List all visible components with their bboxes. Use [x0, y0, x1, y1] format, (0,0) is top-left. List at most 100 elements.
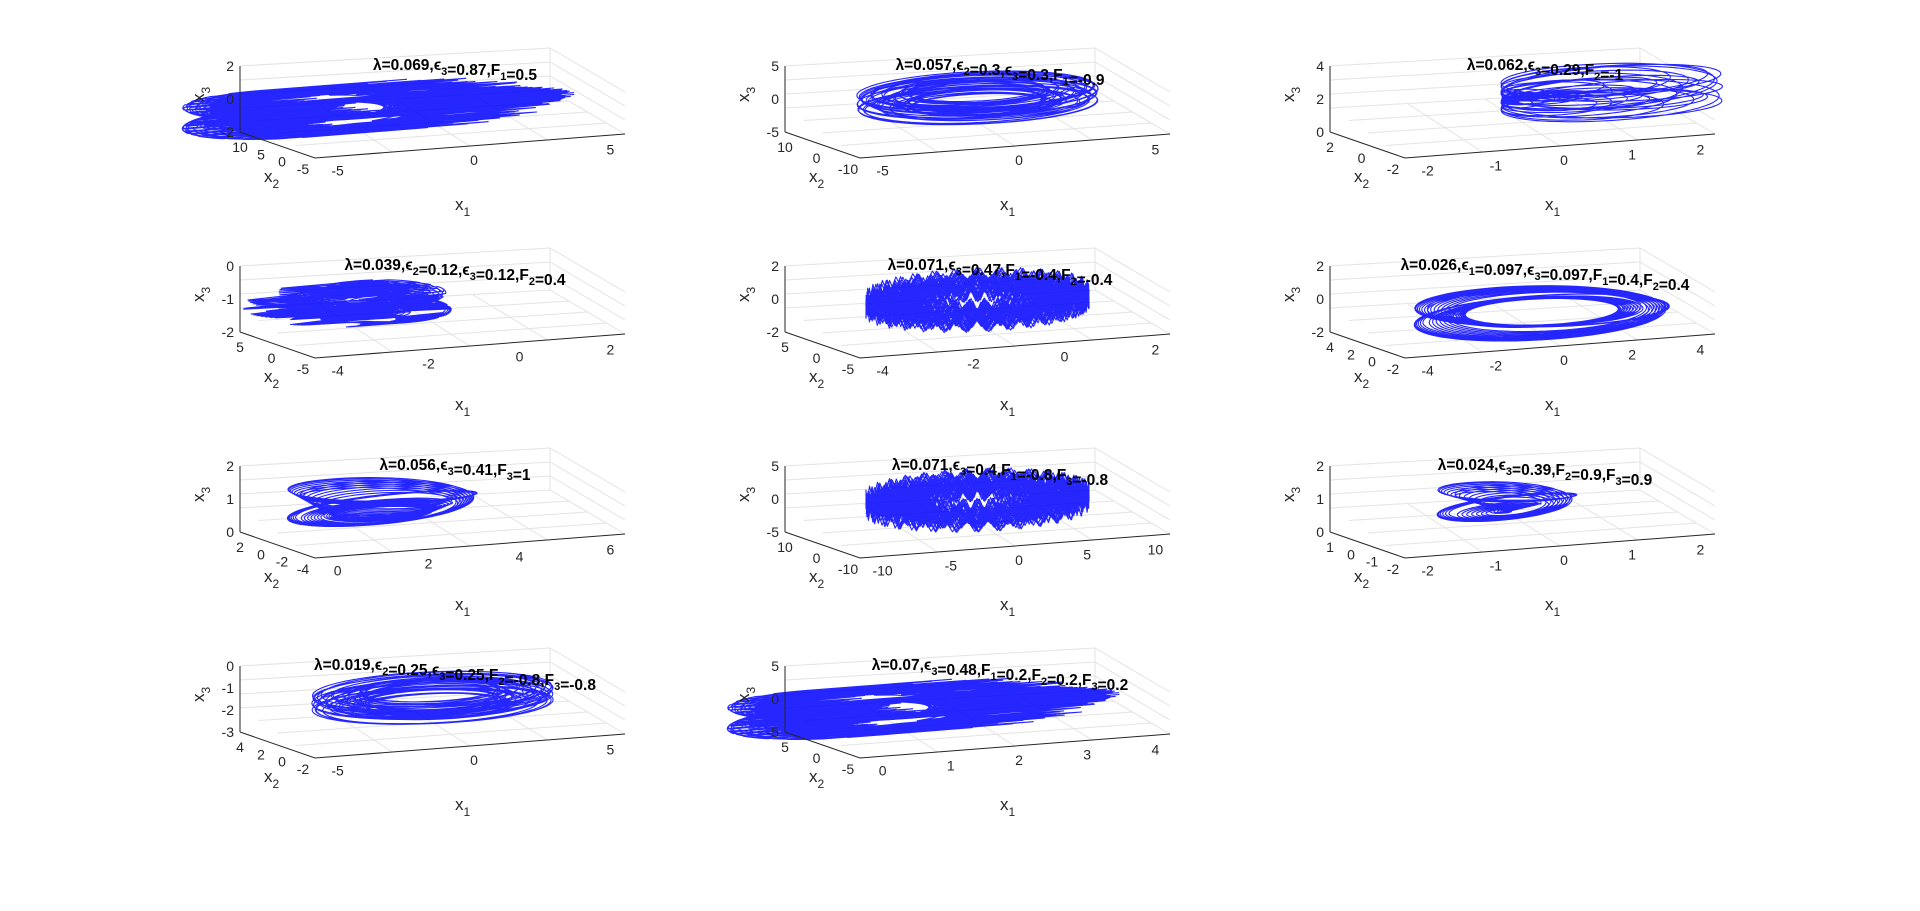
x1-axis-label: x1 [1000, 195, 1016, 219]
wall-grid-line [1329, 461, 1716, 507]
x2-tick-label: -5 [842, 361, 855, 377]
subplot-title: λ=0.024,ϵ3=0.39,F2=0.9,F3=0.9 [1438, 457, 1653, 489]
x1-axis-label: x1 [1545, 395, 1561, 419]
floor-grid-line [472, 294, 548, 341]
front-axes [784, 731, 1171, 759]
x2-axis-label: x2 [1354, 367, 1370, 391]
trajectory-series [286, 477, 478, 528]
front-axes [784, 531, 1171, 559]
x2-axis-label: x2 [264, 167, 280, 191]
subplot-title: λ=0.07,ϵ3=0.48,F1=0.2,F2=0.2,F3=0.2 [872, 657, 1128, 694]
x1-tick-label: 0 [516, 348, 524, 364]
x2-tick-label: 0 [278, 754, 286, 770]
wall-grid-line [784, 261, 1171, 307]
x1-tick-label: 0 [879, 763, 887, 779]
x1-tick-label: -2 [422, 356, 435, 372]
x2-tick-label: -4 [297, 561, 310, 577]
x3-tick-label: 2 [1316, 91, 1324, 107]
wall-grid-line [1329, 475, 1716, 521]
x3-tick-label: 2 [226, 58, 234, 74]
x3-tick-label: 5 [771, 458, 779, 474]
floor-grid-line [1562, 294, 1638, 341]
x1-tick-label: 1 [1628, 147, 1636, 163]
x2-tick-label: -2 [1387, 161, 1400, 177]
subplot-title: λ=0.039,ϵ2=0.12,ϵ3=0.12,F2=0.4 [344, 257, 565, 289]
wall-grid-line [239, 261, 626, 307]
x2-axis-label: x2 [264, 367, 280, 391]
wall-grid-line [1329, 261, 1716, 307]
subplot-title: λ=0.026,ϵ1=0.097,ϵ3=0.097,F1=0.4,F2=0.4 [1401, 257, 1690, 294]
trajectory-series [181, 77, 575, 141]
x1-axis-label: x1 [455, 595, 471, 619]
x1-tick-label: 2 [1152, 341, 1160, 357]
subplot-11: 5 0 -5 0 1 2 3 4 5 0 -5 x2 x1 x3 λ=0.07,ϵ3=0.48,F1=0.2… [726, 647, 1171, 819]
trajectory-series [865, 266, 1090, 334]
x2-axis-label: x2 [1354, 167, 1370, 191]
x1-axis-label: x1 [1545, 195, 1561, 219]
x2-tick-label: -5 [297, 161, 310, 177]
front-axes [239, 131, 626, 159]
x1-tick-label: 1 [947, 757, 955, 773]
x3-axis-label: x3 [1279, 87, 1303, 103]
wall-grid-line [784, 461, 1171, 507]
x3-tick-label: 2 [1316, 258, 1324, 274]
front-axes [1329, 131, 1716, 159]
x1-axis-label: x1 [1545, 595, 1561, 619]
x3-tick-label: -5 [767, 724, 780, 740]
x3-tick-label: 2 [771, 258, 779, 274]
front-axes [784, 331, 1171, 359]
x1-tick-label: 0 [470, 152, 478, 168]
x1-tick-label: 2 [1015, 752, 1023, 768]
wall-grid-line [784, 61, 1171, 107]
subplot-title: λ=0.019,ϵ2=0.25,ϵ3=0.25,F2=-0.8,F3=-0.8 [314, 657, 596, 694]
x1-tick-label: 0 [470, 752, 478, 768]
x1-tick-label: -10 [872, 563, 892, 579]
x1-tick-label: 5 [1083, 547, 1091, 563]
x2-tick-label: 5 [781, 739, 789, 755]
x3-tick-label: 0 [771, 91, 779, 107]
x2-tick-label: -10 [838, 561, 858, 577]
x2-tick-label: -2 [276, 554, 289, 570]
x2-tick-label: -2 [297, 761, 310, 777]
subplot-4: 5 0 -5 -4 -2 0 2 0 -1 -2 x2 x1 x3 λ=0.039,ϵ2=0.12,ϵ3=… [189, 247, 626, 419]
x3-tick-label: 5 [771, 58, 779, 74]
x3-tick-label: 5 [771, 658, 779, 674]
floor-grid-line [1562, 494, 1638, 541]
x3-tick-label: 0 [226, 658, 234, 674]
x3-axis-label: x3 [734, 687, 758, 703]
x1-tick-label: 5 [1152, 141, 1160, 157]
x3-tick-label: -2 [767, 324, 780, 340]
x2-tick-label: 2 [257, 746, 265, 762]
floor-grid-line [841, 322, 1152, 346]
x3-tick-label: -2 [222, 702, 235, 718]
x3-tick-label: -1 [222, 291, 235, 307]
x1-tick-label: 1 [1628, 547, 1636, 563]
x2-tick-label: 0 [278, 154, 286, 170]
front-axes [239, 331, 626, 359]
subplot-3: 20-2 -2 -1 0 1 2420x2x1x3λ=0.062,ϵ3=0.29,F2=-… [1279, 47, 1723, 219]
x3-axis-label: x3 [734, 287, 758, 303]
x1-tick-label: 2 [607, 341, 615, 357]
x2-tick-label: 10 [777, 539, 793, 555]
floor-grid-line [841, 522, 1152, 546]
x1-tick-label: 4 [1152, 741, 1160, 757]
trajectory-series [865, 467, 1090, 533]
floor-grid-line [1386, 522, 1697, 546]
x2-tick-label: 2 [1347, 346, 1355, 362]
x2-axis-label: x2 [264, 567, 280, 591]
x2-tick-label: 1 [1326, 539, 1334, 555]
x2-axis-label: x2 [1354, 567, 1370, 591]
subplot-10: 4 2 0 -2 -5050-1-2-3x2x1x3λ=0.019,ϵ2=0.25,ϵ3… [189, 647, 626, 819]
trajectory-series [243, 279, 452, 328]
x3-axis-label: x3 [1279, 487, 1303, 503]
x3-tick-label: 0 [226, 91, 234, 107]
wall-grid-line [784, 75, 1171, 121]
x1-tick-label: 0 [334, 563, 342, 579]
x2-tick-label: -1 [1366, 554, 1379, 570]
x2-axis-label: x2 [809, 567, 825, 591]
wall-grid-line [239, 661, 626, 707]
floor-grid-line [841, 122, 1152, 146]
subplot-title: λ=0.062,ϵ3=0.29,F2=-1 [1467, 57, 1624, 84]
floor-grid-line [472, 494, 548, 541]
